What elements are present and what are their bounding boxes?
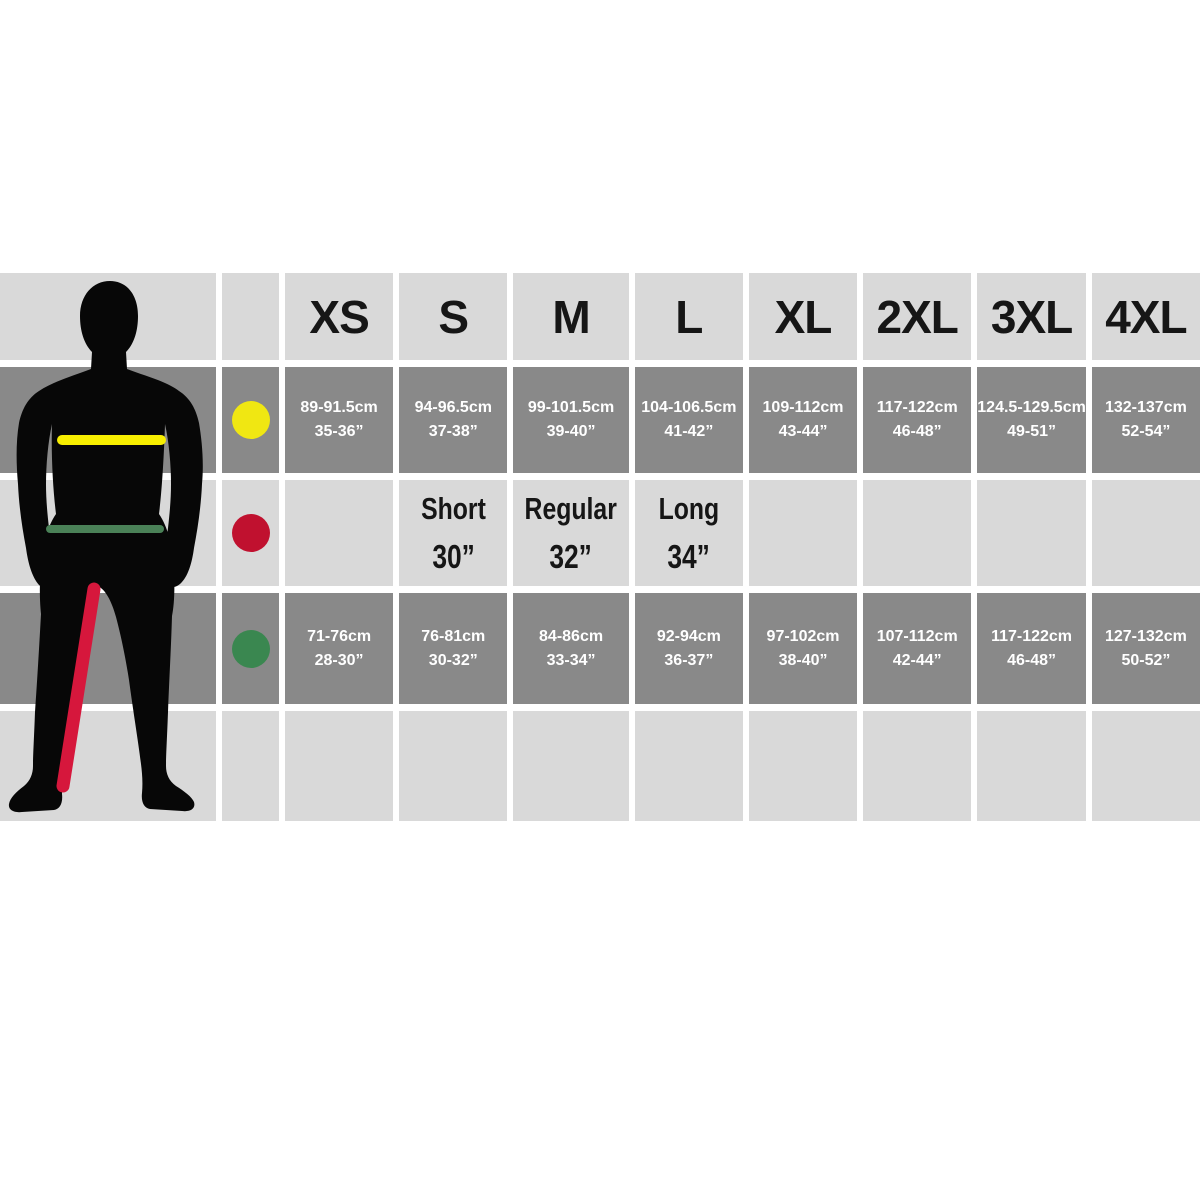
indicator-column-bottom-cell: [222, 711, 279, 821]
size-label: 4XL: [1105, 290, 1187, 343]
waist-value-xs: 71-76cm 28-30”: [285, 593, 394, 704]
chest-dot-icon: [231, 401, 270, 439]
chest-value-xs: 89-91.5cm 35-36”: [285, 367, 394, 473]
leg-value-2xl: [863, 480, 972, 586]
chest-value-3xl: 124.5-129.5cm 49-51”: [977, 367, 1086, 473]
size-label: L: [675, 290, 703, 343]
leg-value-xl: [748, 480, 858, 586]
size-label: S: [438, 290, 469, 343]
leg-value-m: Regular 32”: [513, 480, 629, 586]
leg-value-xs: [285, 480, 394, 586]
chest-value-xl: 109-112cm 43-44”: [748, 367, 858, 473]
waist-value-s: 76-81cm 30-32”: [399, 593, 508, 704]
size-header-xl: XL: [748, 273, 858, 360]
size-label: 3XL: [990, 290, 1073, 343]
leg-value-s: Short 30”: [399, 480, 508, 586]
size-label: M: [552, 290, 590, 343]
waist-value-3xl: 117-122cm 46-48”: [977, 593, 1086, 704]
waist-indicator-cell: [222, 593, 279, 704]
bottom-cell-xs: [285, 711, 394, 821]
waist-value-m: 84-86cm 33-34”: [513, 593, 629, 704]
leg-indicator-cell: [222, 480, 279, 586]
size-label: 2XL: [876, 290, 959, 343]
size-header-m: M: [513, 273, 629, 360]
bottom-cell-4xl: [1091, 711, 1200, 821]
waist-value-2xl: 107-112cm 42-44”: [863, 593, 972, 704]
waist-dot-icon: [231, 629, 270, 668]
size-header-2xl: 2XL: [863, 273, 972, 360]
size-label: XL: [774, 290, 833, 343]
size-header-s: S: [399, 273, 508, 360]
bottom-cell-2xl: [863, 711, 972, 821]
leg-value-3xl: [977, 480, 1086, 586]
chest-value-4xl: 132-137cm 52-54”: [1091, 367, 1200, 473]
size-header-l: L: [634, 273, 743, 360]
size-header-xs: XS: [285, 273, 394, 360]
chest-value-s: 94-96.5cm 37-38”: [399, 367, 508, 473]
waist-value-4xl: 127-132cm 50-52”: [1091, 593, 1200, 704]
size-header-4xl: 4XL: [1091, 273, 1200, 360]
chest-value-m: 99-101.5cm 39-40”: [513, 367, 629, 473]
leg-value-4xl: [1091, 480, 1200, 586]
figure-band-waist: [0, 593, 216, 704]
figure-band-chest: [0, 367, 216, 473]
waist-value-l: 92-94cm 36-37”: [634, 593, 743, 704]
size-table: XS S M L XL 2XL 3XL 4XL 89-91.5cm 35-36” …: [0, 273, 1200, 821]
bottom-cell-l: [634, 711, 743, 821]
bottom-cell-3xl: [977, 711, 1086, 821]
leg-dot-icon: [231, 514, 270, 552]
bottom-cell-xl: [748, 711, 858, 821]
figure-band-leg: [0, 480, 216, 586]
chest-value-l: 104-106.5cm 41-42”: [634, 367, 743, 473]
waist-value-xl: 97-102cm 38-40”: [748, 593, 858, 704]
bottom-cell-s: [399, 711, 508, 821]
size-label: XS: [309, 290, 369, 343]
leg-value-l: Long 34”: [634, 480, 743, 586]
bottom-cell-m: [513, 711, 629, 821]
size-header-3xl: 3XL: [977, 273, 1086, 360]
indicator-column-header-cell: [222, 273, 279, 360]
chest-indicator-cell: [222, 367, 279, 473]
figure-band-bottom: [0, 711, 216, 821]
figure-column-header-cell: [0, 273, 216, 360]
chest-value-2xl: 117-122cm 46-48”: [863, 367, 972, 473]
